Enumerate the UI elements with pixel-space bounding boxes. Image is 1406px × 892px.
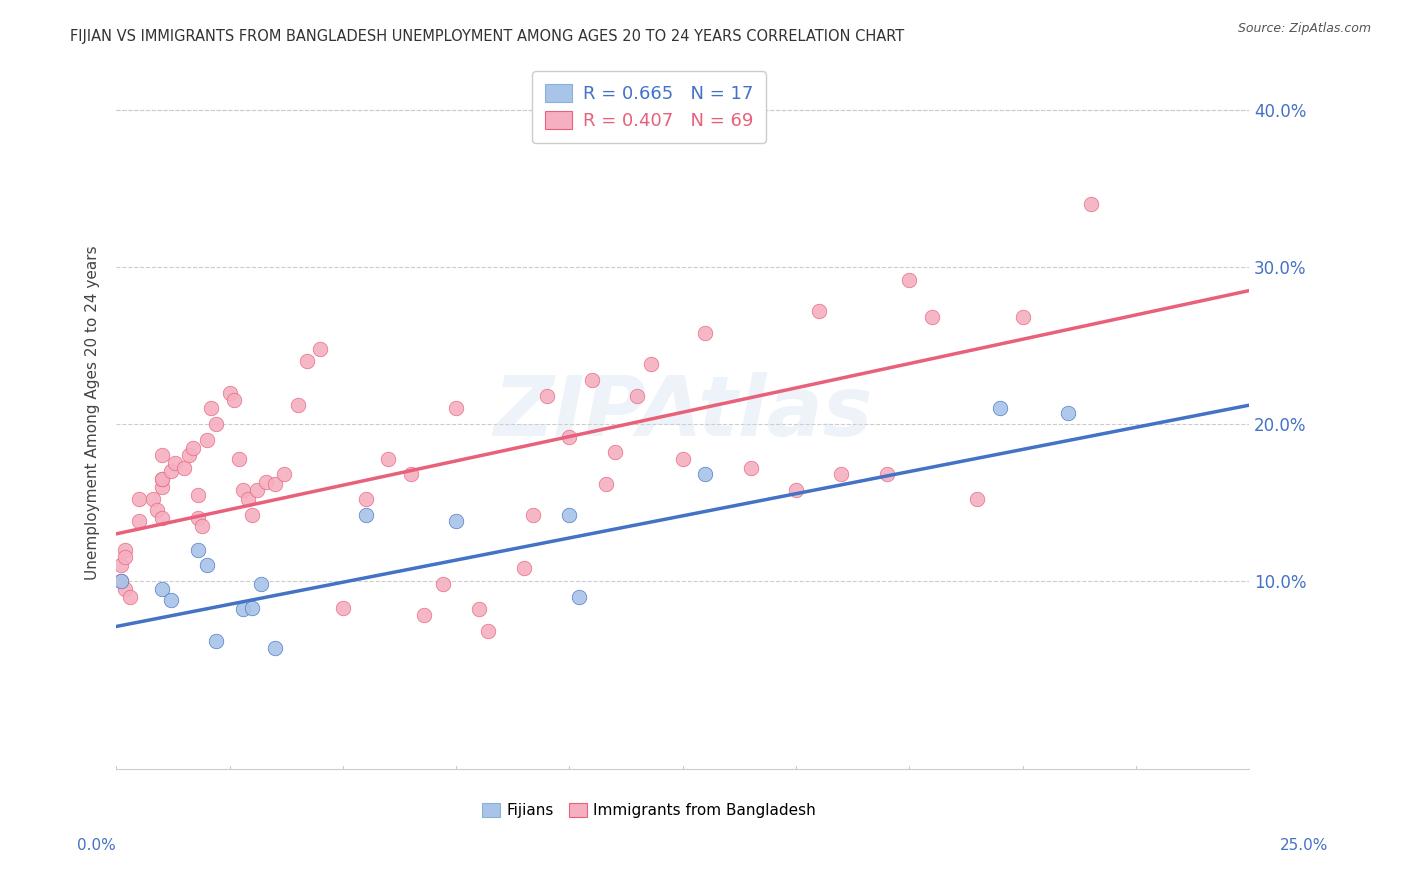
Point (159, 464, 181, 478)
Point (240, 508, 263, 522)
Point (177, 449, 200, 463)
Point (377, 451, 399, 466)
Point (898, 272, 921, 286)
Point (830, 467, 852, 482)
Point (141, 492, 163, 507)
Point (114, 542, 136, 557)
Point (672, 451, 695, 466)
Point (558, 508, 581, 522)
Point (150, 480, 173, 494)
Text: 0.0%: 0.0% (77, 838, 117, 853)
Point (128, 492, 150, 507)
Point (399, 467, 422, 482)
Point (218, 385, 240, 400)
Point (695, 467, 717, 482)
Point (477, 624, 499, 639)
Point (1011, 310, 1033, 325)
Point (114, 550, 136, 565)
Point (513, 561, 536, 575)
Text: Source: ZipAtlas.com: Source: ZipAtlas.com (1237, 22, 1371, 36)
Point (146, 503, 169, 517)
Point (232, 483, 254, 497)
Point (195, 433, 218, 447)
Point (640, 357, 662, 371)
Point (187, 488, 209, 502)
Point (354, 508, 377, 522)
Point (432, 577, 454, 591)
Point (232, 602, 254, 616)
Point (191, 519, 214, 533)
Text: ZIPAtlas: ZIPAtlas (494, 372, 873, 453)
Point (181, 441, 204, 455)
Point (110, 558, 132, 573)
Point (558, 429, 581, 443)
Point (118, 590, 141, 604)
Point (309, 342, 332, 356)
Point (876, 467, 898, 482)
Legend: Fijians, Immigrants from Bangladesh: Fijians, Immigrants from Bangladesh (474, 796, 824, 826)
Point (150, 582, 173, 596)
Point (354, 492, 377, 507)
Point (240, 600, 263, 615)
Point (522, 508, 544, 522)
Point (246, 483, 269, 497)
Point (173, 461, 195, 475)
Point (273, 467, 295, 482)
Point (603, 445, 626, 459)
Point (228, 451, 250, 466)
Y-axis label: Unemployment Among Ages 20 to 24 years: Unemployment Among Ages 20 to 24 years (86, 245, 100, 580)
Point (250, 577, 273, 591)
Point (988, 401, 1011, 416)
Point (695, 326, 717, 340)
Point (595, 476, 617, 491)
Point (1080, 197, 1102, 211)
Point (150, 511, 173, 525)
Point (187, 542, 209, 557)
Text: FIJIAN VS IMMIGRANTS FROM BANGLADESH UNEMPLOYMENT AMONG AGES 20 TO 24 YEARS CORR: FIJIAN VS IMMIGRANTS FROM BANGLADESH UNE… (70, 29, 904, 44)
Point (264, 641, 287, 656)
Point (150, 472, 173, 486)
Point (581, 373, 603, 387)
Point (110, 574, 132, 588)
Point (187, 511, 209, 525)
Point (205, 417, 228, 431)
Point (567, 590, 589, 604)
Point (536, 389, 558, 403)
Point (921, 310, 943, 325)
Point (966, 492, 988, 507)
Point (195, 558, 218, 573)
Point (165, 456, 187, 470)
Point (205, 633, 228, 648)
Text: 25.0%: 25.0% (1281, 838, 1329, 853)
Point (114, 582, 136, 596)
Point (150, 449, 173, 463)
Point (200, 401, 222, 416)
Point (444, 401, 467, 416)
Point (444, 514, 467, 528)
Point (159, 592, 181, 607)
Point (807, 304, 830, 318)
Point (1057, 406, 1080, 420)
Point (224, 393, 246, 408)
Point (264, 476, 287, 491)
Point (110, 574, 132, 588)
Point (128, 514, 150, 528)
Point (295, 354, 318, 368)
Point (413, 608, 436, 623)
Point (150, 472, 173, 486)
Point (785, 483, 807, 497)
Point (287, 398, 309, 412)
Point (740, 461, 762, 475)
Point (236, 492, 259, 507)
Point (626, 389, 648, 403)
Point (468, 602, 491, 616)
Point (254, 475, 277, 489)
Point (332, 600, 354, 615)
